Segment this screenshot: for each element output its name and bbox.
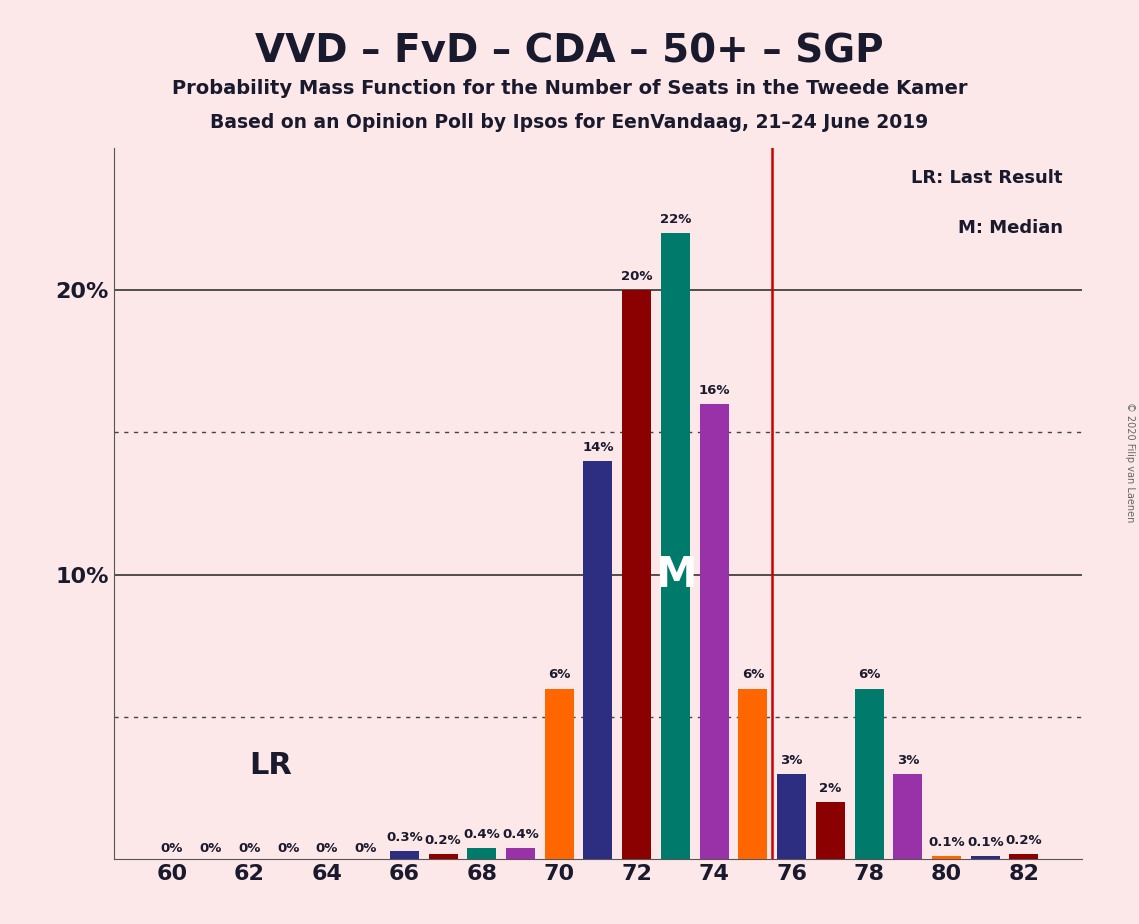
Text: 0.2%: 0.2%	[1006, 833, 1042, 846]
Bar	[544, 688, 574, 859]
Text: 0%: 0%	[238, 842, 261, 855]
Text: © 2020 Filip van Laenen: © 2020 Filip van Laenen	[1125, 402, 1134, 522]
Text: 0%: 0%	[277, 842, 300, 855]
Bar	[622, 290, 652, 859]
Text: 6%: 6%	[548, 668, 571, 682]
Bar	[777, 774, 806, 859]
Bar	[1009, 854, 1039, 859]
Text: 3%: 3%	[780, 754, 803, 767]
Bar	[699, 404, 729, 859]
Text: Based on an Opinion Poll by Ipsos for EenVandaag, 21–24 June 2019: Based on an Opinion Poll by Ipsos for Ee…	[211, 113, 928, 132]
Bar	[970, 857, 1000, 859]
Text: Probability Mass Function for the Number of Seats in the Tweede Kamer: Probability Mass Function for the Number…	[172, 79, 967, 98]
Text: 0.3%: 0.3%	[386, 831, 423, 844]
Text: 2%: 2%	[819, 783, 842, 796]
Bar	[893, 774, 923, 859]
Text: 14%: 14%	[582, 441, 614, 454]
Text: 0%: 0%	[316, 842, 338, 855]
Text: 20%: 20%	[621, 270, 653, 283]
Text: 6%: 6%	[741, 668, 764, 682]
Text: 0.4%: 0.4%	[502, 828, 539, 841]
Text: 6%: 6%	[858, 668, 880, 682]
Text: 0.1%: 0.1%	[967, 836, 1003, 849]
Text: VVD – FvD – CDA – 50+ – SGP: VVD – FvD – CDA – 50+ – SGP	[255, 32, 884, 70]
Text: 0%: 0%	[199, 842, 222, 855]
Text: LR: LR	[249, 750, 293, 780]
Bar	[661, 233, 690, 859]
Text: 0.1%: 0.1%	[928, 836, 965, 849]
Bar	[738, 688, 768, 859]
Bar	[932, 857, 961, 859]
Bar	[467, 848, 497, 859]
Bar	[583, 461, 613, 859]
Text: 0%: 0%	[161, 842, 183, 855]
Text: 0%: 0%	[354, 842, 377, 855]
Bar	[390, 851, 419, 859]
Text: 0.4%: 0.4%	[464, 828, 500, 841]
Text: 3%: 3%	[896, 754, 919, 767]
Bar	[854, 688, 884, 859]
Text: LR: Last Result: LR: Last Result	[911, 169, 1063, 188]
Text: 16%: 16%	[698, 383, 730, 397]
Text: 0.2%: 0.2%	[425, 833, 461, 846]
Bar	[428, 854, 458, 859]
Text: M: M	[655, 553, 696, 596]
Text: 22%: 22%	[659, 213, 691, 226]
Text: M: Median: M: Median	[958, 219, 1063, 237]
Bar	[816, 802, 845, 859]
Bar	[506, 848, 535, 859]
